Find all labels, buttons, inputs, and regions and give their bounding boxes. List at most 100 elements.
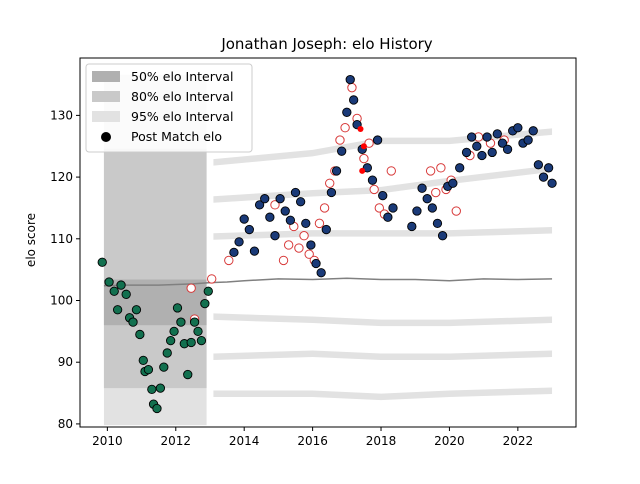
post-match-point [378, 190, 388, 201]
post-match-point [467, 132, 477, 142]
pre-match-point [224, 255, 234, 266]
post-match-point [165, 335, 176, 346]
pre-match-point [436, 163, 446, 173]
post-match-point [497, 138, 508, 148]
post-match-point [372, 135, 383, 145]
post-match-point [345, 74, 355, 85]
post-match-point [383, 212, 393, 222]
pre-match-point [299, 231, 309, 241]
post-match-point [437, 231, 448, 241]
post-match-point [186, 337, 196, 348]
pre-match-point [359, 153, 369, 164]
pre-match-point [425, 166, 436, 176]
x-tick-label: 2016 [297, 434, 328, 448]
post-match-point [189, 317, 200, 327]
outer-band-4 [213, 350, 553, 361]
post-match-point [528, 126, 538, 136]
post-match-point [492, 129, 502, 139]
pre-match-point [335, 135, 345, 145]
x-tick-label: 2012 [161, 434, 192, 448]
pre-match-point [386, 166, 396, 176]
pre-match-point [304, 249, 314, 259]
outer-band-5 [213, 387, 553, 401]
post-match-point [234, 237, 244, 247]
post-match-point [342, 107, 352, 117]
post-match-point [265, 212, 275, 222]
post-match-point [135, 329, 145, 340]
post-match-point [362, 163, 372, 173]
post-match-point [477, 150, 487, 161]
post-match-point [104, 277, 114, 287]
post-match-point [455, 163, 465, 173]
post-match-point [249, 246, 260, 256]
post-match-point [301, 218, 311, 229]
pre-match-point [431, 187, 441, 198]
post-match-point [290, 187, 301, 198]
post-match-point [196, 335, 207, 346]
post-match-point [121, 289, 131, 299]
post-match-point [326, 187, 337, 198]
post-match-point [254, 200, 265, 210]
post-match-point [203, 286, 213, 296]
pre-match-point [294, 243, 304, 253]
pre-match-point [364, 138, 374, 148]
pre-match-point [340, 123, 350, 133]
post-match-point [169, 326, 179, 337]
pre-match-point [369, 184, 379, 195]
post-match-point [306, 240, 316, 250]
post-match-point [533, 160, 544, 170]
red-dot-point [360, 143, 367, 150]
y-tick-label: 110 [50, 232, 73, 246]
post-match-point [513, 123, 523, 133]
post-match-point [155, 383, 166, 393]
post-match-point [200, 298, 210, 309]
post-match-point [229, 247, 239, 258]
post-match-point [422, 194, 432, 204]
x-tick-label: 2020 [434, 434, 465, 448]
x-tick-label: 2022 [503, 434, 534, 448]
pre-match-point [319, 203, 330, 213]
legend: 50% elo Interval 80% elo Interval 95% elo … [85, 63, 253, 153]
post-match-point [547, 178, 557, 188]
post-match-point [502, 144, 513, 154]
post-match-point [128, 317, 138, 327]
post-match-point [112, 305, 123, 315]
pre-match-point [283, 240, 294, 250]
x-tick-label: 2014 [229, 434, 260, 448]
pre-match-point [206, 274, 217, 284]
pre-match-point [325, 178, 335, 188]
post-match-point [523, 135, 533, 145]
post-match-point [275, 194, 285, 204]
post-match-point [147, 384, 157, 395]
outer-band-2 [213, 227, 553, 240]
post-match-point [280, 206, 290, 216]
post-match-point [461, 147, 472, 158]
post-match-point [482, 132, 492, 142]
post-match-point [109, 286, 119, 296]
post-match-point [432, 218, 443, 229]
median-elo-line [103, 277, 553, 287]
red-dot-point [357, 125, 364, 132]
post-match-point [412, 206, 422, 216]
pre-match-point [186, 283, 196, 293]
post-match-point [152, 403, 162, 414]
legend-label: 95% elo Interval [131, 109, 233, 124]
post-match-point [417, 183, 427, 193]
post-match-point [349, 95, 359, 105]
axes-frame [79, 57, 577, 428]
pre-match-point [374, 203, 385, 213]
post-match-point [427, 203, 437, 213]
x-tick-label: 2010 [92, 434, 123, 448]
legend-swatch [92, 111, 120, 122]
post-match-point [172, 303, 183, 313]
post-match-point [407, 221, 417, 232]
post-match-point [472, 141, 482, 151]
pre-match-point [451, 206, 461, 216]
post-match-point [285, 215, 296, 225]
y-axis-label: elo score [24, 213, 38, 267]
x-tick-label: 2018 [366, 434, 397, 448]
y-tick-label: 90 [58, 355, 73, 369]
pre-match-point [270, 200, 280, 210]
legend-swatch [92, 91, 120, 102]
